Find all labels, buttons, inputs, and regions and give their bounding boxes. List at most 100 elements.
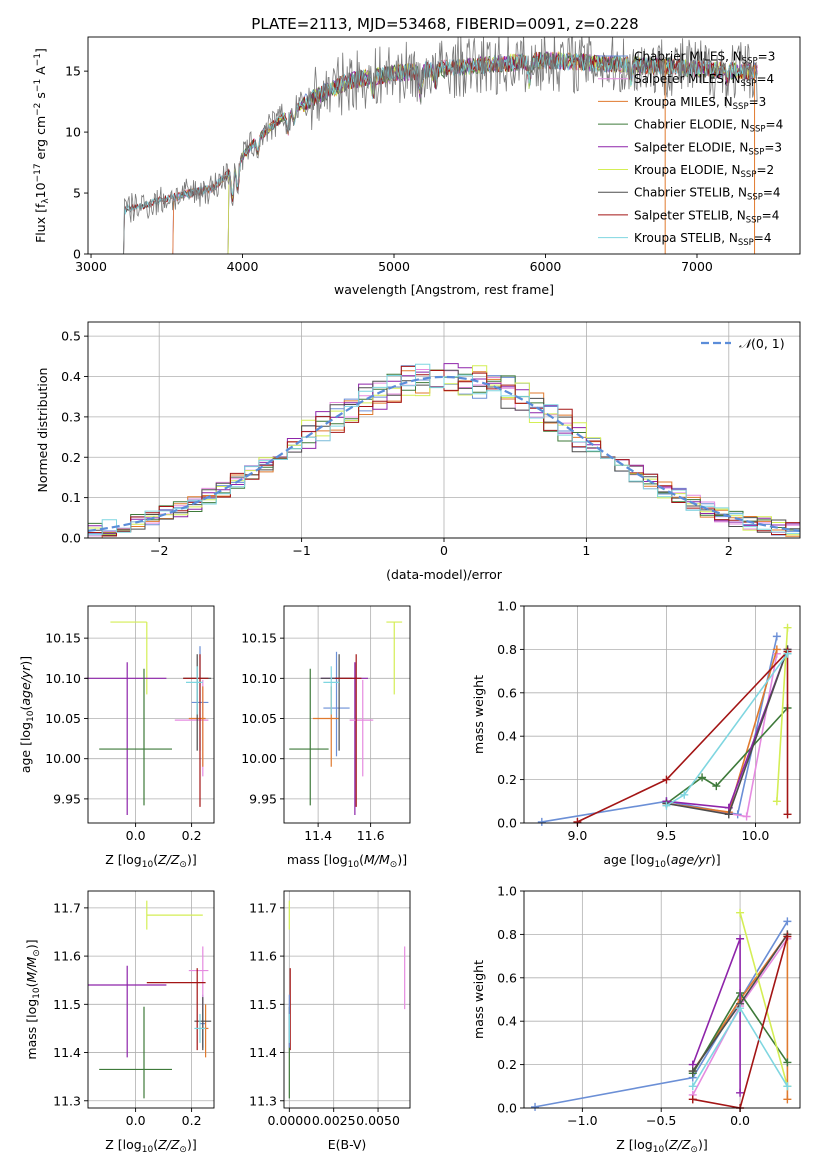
residuals-frame: −2 −1 0 1 2 0.0 0.1 0.2 0.3 0.4 0.5	[61, 321, 801, 558]
x-tick-label: 10.0	[742, 828, 770, 843]
legend-label: Kroupa ELODIE, NSSP=2	[634, 163, 774, 180]
y-tick-label: 10.05	[241, 711, 277, 726]
y-tick-label: 9.95	[249, 791, 277, 806]
weight-marker	[688, 1095, 697, 1104]
y-tick-label: 11.7	[249, 900, 277, 915]
x-tick-label: 0.0000	[267, 1113, 311, 1128]
weight-marker	[736, 934, 745, 943]
mass-vs-Z-axes	[88, 891, 214, 1108]
x-tick-label: 5000	[378, 259, 410, 274]
y-tick-label: 10	[65, 125, 81, 140]
y-tick-label: 10.15	[241, 631, 277, 646]
mass-vs-EBV-points	[288, 900, 406, 1099]
x-axis-label: age [log10(age/yr)]	[603, 852, 720, 870]
y-tick-label: 0.0	[497, 1101, 517, 1116]
axes-frame	[523, 605, 801, 824]
mass-vs-Z-points	[88, 900, 212, 1099]
x-tick-label: 9.5	[657, 828, 677, 843]
legend-label: Chabrier STELIB, NSSP=4	[634, 186, 781, 203]
y-tick-label: 1.0	[497, 599, 517, 614]
x-tick-label: 11.6	[357, 828, 385, 843]
y-axis-label: Normed distribution	[35, 368, 50, 493]
legend-label: 𝒩(0, 1)	[739, 336, 785, 351]
histogram-step-line	[88, 363, 800, 538]
weight-marker	[736, 1088, 745, 1097]
axes-frame	[523, 890, 801, 1109]
x-axis-label: (data-model)/error	[386, 567, 503, 582]
x-axis-label: Z [log10(Z/Z⊙)]	[105, 1137, 196, 1155]
y-tick-label: 0.2	[61, 450, 81, 465]
x-tick-label: −1	[292, 543, 310, 558]
weight-marker	[783, 1082, 792, 1091]
y-tick-label: 0.0	[61, 531, 81, 546]
x-tick-label: 4000	[227, 259, 259, 274]
x-tick-label: 6000	[530, 259, 562, 274]
weight-vs-age-frame: 9.0 9.5 10.0 0.0 0.2 0.4 0.6 0.8 1.0	[497, 599, 801, 843]
y-tick-label: 0.4	[497, 1014, 517, 1029]
x-tick-label: 0.0	[730, 1113, 750, 1128]
legend-label: Chabrier MILES, NSSP=3	[634, 50, 775, 67]
axes-frame	[283, 890, 411, 1109]
y-tick-label: 0.5	[61, 329, 81, 344]
x-tick-label: 3000	[75, 259, 107, 274]
weight-marker	[772, 797, 781, 806]
weight-marker	[783, 810, 792, 819]
x-axis-label: mass [log10(M/M⊙)]	[287, 852, 407, 870]
y-tick-label: 0	[73, 247, 81, 262]
y-axis-label: age [log10(age/yr)]	[18, 656, 36, 773]
x-tick-label: 0.0025	[312, 1113, 356, 1128]
x-tick-label: 0.2	[182, 1113, 202, 1128]
weight-marker	[531, 1102, 540, 1111]
x-tick-label: 9.0	[567, 828, 587, 843]
mass-vs-EBV-frame: 0.0000 0.0025 0.0050 11.3 11.4 11.5 11.6 11.7	[249, 890, 411, 1128]
weight-marker	[662, 775, 671, 784]
y-tick-label: 11.5	[53, 997, 81, 1012]
legend-label: Salpeter MILES, NSSP=4	[634, 72, 774, 89]
weight-marker	[783, 1058, 792, 1067]
weight-marker	[724, 810, 733, 819]
y-tick-label: 0.3	[61, 409, 81, 424]
x-axis-label: Z [log10(Z/Z⊙)]	[616, 1137, 707, 1155]
legend-label: Kroupa MILES, NSSP=3	[634, 95, 766, 112]
weight-marker	[742, 812, 751, 821]
y-tick-label: 10.00	[45, 751, 81, 766]
x-tick-label: 1	[582, 543, 590, 558]
x-tick-label: 11.4	[304, 828, 332, 843]
x-tick-label: 7000	[681, 259, 713, 274]
y-tick-label: 11.6	[249, 949, 277, 964]
y-tick-label: 15	[65, 64, 81, 79]
spectrum-data-line	[123, 37, 758, 254]
weight-vs-Z-frame: −1.0 −0.5 0.0 0.0 0.2 0.4 0.6 0.8 1.0	[497, 884, 801, 1128]
y-tick-label: 1.0	[497, 884, 517, 899]
x-axis-label: Z [log10(Z/Z⊙)]	[105, 852, 196, 870]
figure-title: PLATE=2113, MJD=53468, FIBERID=0091, z=0…	[251, 15, 638, 33]
weight-line	[739, 912, 789, 1087]
y-tick-label: 0.6	[497, 685, 517, 700]
y-axis-label: mass weight	[471, 675, 486, 754]
age-vs-Z-points	[85, 621, 212, 815]
weight-marker	[537, 817, 546, 826]
weight-marker	[712, 782, 721, 791]
weight-marker	[736, 1004, 745, 1013]
y-tick-label: 11.4	[249, 1045, 277, 1060]
weight-marker	[772, 632, 781, 641]
y-tick-label: 11.7	[53, 900, 81, 915]
y-axis-label: mass [log10(M/M⊙)]	[24, 939, 42, 1059]
axes-frame	[283, 605, 411, 824]
mass-vs-Z-frame: 0.0 0.2 11.3 11.4 11.5 11.6 11.7	[53, 890, 215, 1128]
weight-marker	[783, 917, 792, 926]
y-tick-label: 11.3	[249, 1093, 277, 1108]
y-tick-label: 9.95	[53, 791, 81, 806]
weight-marker	[783, 623, 792, 632]
weight-line	[577, 649, 789, 823]
age-vs-Z-frame: 0.0 0.2 9.95 10.00 10.05 10.10 10.15	[45, 605, 215, 843]
x-tick-label: 0.2	[182, 828, 202, 843]
weight-marker	[736, 908, 745, 917]
weight-vs-Z-lines	[531, 908, 792, 1112]
weight-marker	[783, 649, 792, 658]
weight-marker	[688, 1082, 697, 1091]
x-tick-label: −0.5	[646, 1113, 676, 1128]
y-tick-label: 5	[73, 186, 81, 201]
spectrum-lines	[123, 37, 758, 254]
y-tick-label: 0.2	[497, 1057, 517, 1072]
